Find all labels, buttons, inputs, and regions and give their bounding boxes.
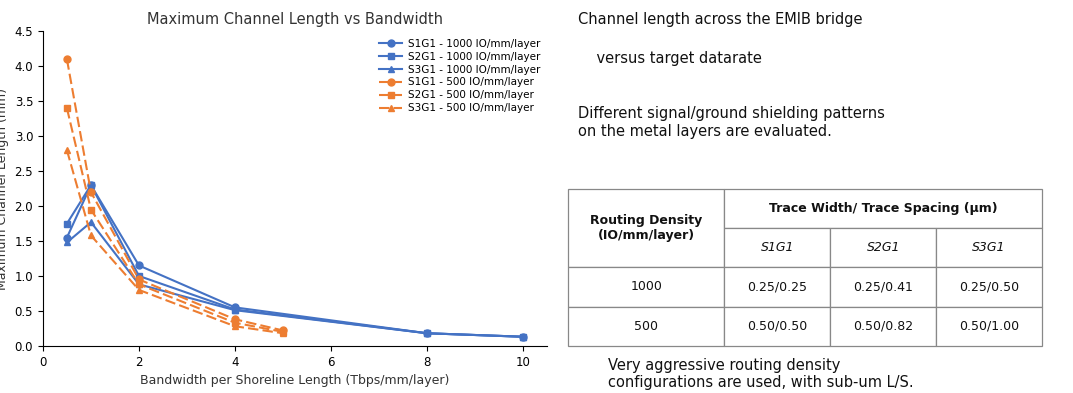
S1G1 - 1000 IO/mm/layer <box>85 183 98 187</box>
Line: S1G1 - 500 IO/mm/layer: S1G1 - 500 IO/mm/layer <box>63 56 286 334</box>
S1G1 - 500 IO/mm/layer <box>60 57 73 62</box>
FancyBboxPatch shape <box>831 307 936 346</box>
FancyBboxPatch shape <box>936 267 1042 307</box>
S2G1 - 500 IO/mm/layer <box>133 282 146 287</box>
S1G1 - 500 IO/mm/layer <box>85 190 98 195</box>
FancyBboxPatch shape <box>724 189 1042 228</box>
S3G1 - 500 IO/mm/layer <box>85 233 98 238</box>
S2G1 - 1000 IO/mm/layer <box>517 334 530 339</box>
Text: versus target datarate: versus target datarate <box>578 51 762 66</box>
FancyBboxPatch shape <box>831 228 936 267</box>
S1G1 - 1000 IO/mm/layer <box>229 305 241 310</box>
FancyBboxPatch shape <box>568 307 724 346</box>
S2G1 - 1000 IO/mm/layer <box>60 221 73 226</box>
S2G1 - 1000 IO/mm/layer <box>421 331 433 336</box>
Text: Very aggressive routing density
configurations are used, with sub-um L/S.: Very aggressive routing density configur… <box>608 358 914 390</box>
S2G1 - 500 IO/mm/layer <box>60 106 73 111</box>
Legend: S1G1 - 1000 IO/mm/layer, S2G1 - 1000 IO/mm/layer, S3G1 - 1000 IO/mm/layer, S1G1 : S1G1 - 1000 IO/mm/layer, S2G1 - 1000 IO/… <box>378 37 542 116</box>
S1G1 - 500 IO/mm/layer <box>229 317 241 321</box>
Line: S2G1 - 500 IO/mm/layer: S2G1 - 500 IO/mm/layer <box>63 105 286 335</box>
Text: 0.25/0.41: 0.25/0.41 <box>853 280 913 294</box>
S1G1 - 1000 IO/mm/layer <box>133 263 146 268</box>
S1G1 - 500 IO/mm/layer <box>133 277 146 282</box>
FancyBboxPatch shape <box>831 267 936 307</box>
S2G1 - 500 IO/mm/layer <box>277 329 290 334</box>
FancyBboxPatch shape <box>724 228 831 267</box>
S1G1 - 1000 IO/mm/layer <box>421 331 433 336</box>
Text: Channel length across the EMIB bridge: Channel length across the EMIB bridge <box>578 12 863 27</box>
FancyBboxPatch shape <box>936 307 1042 346</box>
S2G1 - 1000 IO/mm/layer <box>229 307 241 312</box>
Text: Trace Width/ Trace Spacing (μm): Trace Width/ Trace Spacing (μm) <box>769 202 998 215</box>
X-axis label: Bandwidth per Shoreline Length (Tbps/mm/layer): Bandwidth per Shoreline Length (Tbps/mm/… <box>141 374 450 387</box>
FancyBboxPatch shape <box>568 189 724 267</box>
FancyBboxPatch shape <box>568 267 724 307</box>
FancyBboxPatch shape <box>936 228 1042 267</box>
Line: S3G1 - 500 IO/mm/layer: S3G1 - 500 IO/mm/layer <box>63 147 286 337</box>
FancyBboxPatch shape <box>724 267 831 307</box>
S3G1 - 1000 IO/mm/layer <box>85 220 98 224</box>
Title: Maximum Channel Length vs Bandwidth: Maximum Channel Length vs Bandwidth <box>147 13 443 28</box>
Text: S3G1: S3G1 <box>972 241 1005 254</box>
Text: 0.50/0.50: 0.50/0.50 <box>747 320 808 333</box>
Text: Routing Density
(IO/mm/layer): Routing Density (IO/mm/layer) <box>590 214 703 242</box>
S2G1 - 500 IO/mm/layer <box>229 320 241 325</box>
Text: S1G1: S1G1 <box>761 241 794 254</box>
Text: 0.25/0.50: 0.25/0.50 <box>959 280 1019 294</box>
Text: 0.50/1.00: 0.50/1.00 <box>959 320 1019 333</box>
S2G1 - 500 IO/mm/layer <box>85 207 98 212</box>
S1G1 - 1000 IO/mm/layer <box>517 334 530 339</box>
Text: 0.50/0.82: 0.50/0.82 <box>853 320 913 333</box>
S3G1 - 1000 IO/mm/layer <box>60 240 73 245</box>
S1G1 - 500 IO/mm/layer <box>277 328 290 333</box>
FancyBboxPatch shape <box>724 307 831 346</box>
Text: 500: 500 <box>634 320 658 333</box>
Y-axis label: Maximum Channel Length (mm): Maximum Channel Length (mm) <box>0 88 9 290</box>
S3G1 - 1000 IO/mm/layer <box>133 282 146 287</box>
Text: 1000: 1000 <box>630 280 662 294</box>
Text: S2G1: S2G1 <box>867 241 900 254</box>
S3G1 - 1000 IO/mm/layer <box>517 334 530 339</box>
S2G1 - 1000 IO/mm/layer <box>133 274 146 278</box>
S3G1 - 500 IO/mm/layer <box>133 288 146 292</box>
Line: S2G1 - 1000 IO/mm/layer: S2G1 - 1000 IO/mm/layer <box>63 182 527 340</box>
S3G1 - 1000 IO/mm/layer <box>229 308 241 312</box>
S3G1 - 500 IO/mm/layer <box>277 331 290 336</box>
Text: 0.25/0.25: 0.25/0.25 <box>747 280 807 294</box>
S2G1 - 1000 IO/mm/layer <box>85 183 98 187</box>
S1G1 - 1000 IO/mm/layer <box>60 235 73 240</box>
Line: S3G1 - 1000 IO/mm/layer: S3G1 - 1000 IO/mm/layer <box>63 219 527 340</box>
Line: S1G1 - 1000 IO/mm/layer: S1G1 - 1000 IO/mm/layer <box>63 182 527 340</box>
S3G1 - 1000 IO/mm/layer <box>421 331 433 336</box>
S3G1 - 500 IO/mm/layer <box>60 148 73 152</box>
S3G1 - 500 IO/mm/layer <box>229 324 241 329</box>
Text: Different signal/ground shielding patterns
on the metal layers are evaluated.: Different signal/ground shielding patter… <box>578 106 885 138</box>
